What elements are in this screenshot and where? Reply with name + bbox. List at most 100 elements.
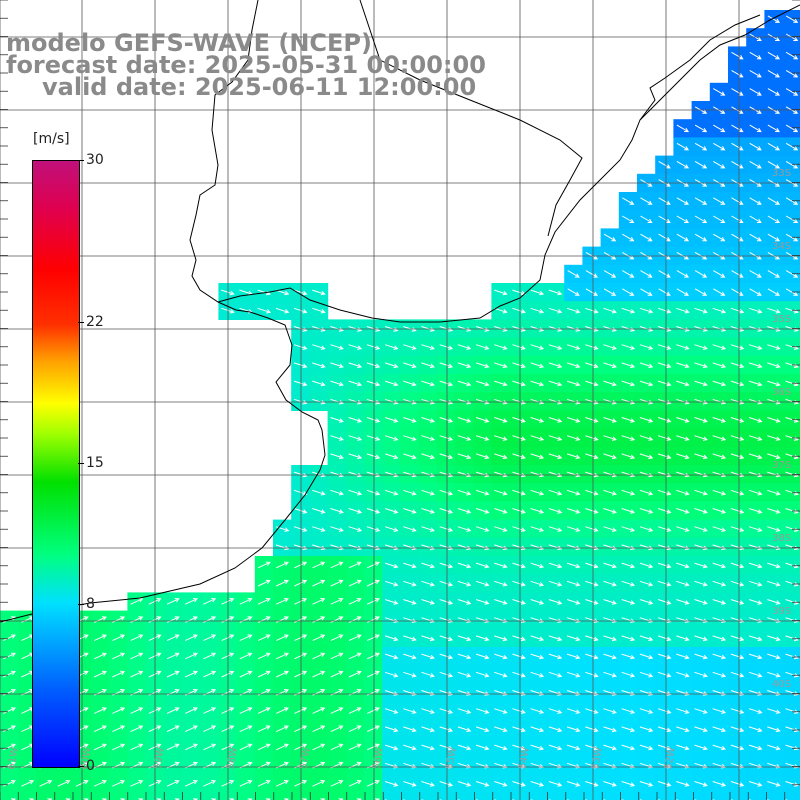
wind-arrow (676, 233, 689, 242)
wind-arrow (639, 435, 654, 441)
wind-arrow (112, 634, 126, 642)
wind-arrow (639, 526, 654, 532)
wind-arrow (639, 635, 654, 642)
wind-arrow (730, 471, 745, 478)
wind-arrow (203, 707, 217, 714)
wind-arrow (767, 653, 781, 660)
wind-arrow (293, 344, 308, 350)
wind-arrow (221, 670, 235, 678)
wind-arrow (130, 634, 144, 642)
wind-arrow (731, 270, 744, 278)
wind-arrow (603, 653, 617, 660)
wind-arrow (712, 744, 727, 751)
wind-arrow (384, 599, 399, 605)
field-cell (655, 792, 674, 800)
wind-arrow (621, 599, 636, 605)
wind-arrow (293, 289, 308, 296)
wind-arrow (530, 471, 545, 478)
wind-arrow (785, 88, 799, 96)
wind-arrow (275, 579, 289, 587)
wind-arrow (166, 725, 180, 733)
wind-arrow (658, 270, 671, 278)
wind-arrow (312, 579, 326, 587)
wind-arrow (567, 270, 580, 278)
latitude-label: 34S (772, 241, 791, 252)
wind-arrow (730, 508, 745, 514)
wind-arrow (767, 508, 781, 514)
wind-arrow (676, 453, 690, 460)
wind-arrow (622, 197, 635, 205)
wind-arrow (731, 160, 744, 169)
wind-arrow (603, 508, 617, 514)
wind-arrow (184, 598, 198, 605)
wind-arrow (348, 652, 362, 660)
wind-arrow (366, 579, 380, 587)
wind-arrow (748, 326, 763, 332)
field-cell (200, 792, 219, 800)
wind-arrow (439, 708, 454, 714)
wind-arrow (712, 398, 727, 405)
colorbar-tick-mark (78, 766, 84, 767)
wind-arrow (676, 307, 690, 314)
wind-arrow (203, 598, 217, 605)
wind-arrow (767, 215, 780, 223)
wind-arrow (639, 744, 654, 751)
wind-arrow (294, 707, 308, 714)
wind-arrow (421, 653, 435, 660)
wind-arrow (585, 781, 599, 787)
field-cell (436, 792, 456, 800)
wind-arrow (530, 744, 545, 751)
wind-arrow (713, 197, 726, 205)
wind-arrow (694, 288, 708, 296)
title-forecast-date: forecast date: 2025-05-31 00:00:00 (6, 51, 486, 79)
wind-arrow (566, 471, 581, 478)
wind-arrow (512, 781, 526, 787)
wind-arrow (330, 743, 344, 751)
wind-arrow (457, 489, 472, 496)
wind-arrow (639, 362, 654, 369)
wind-arrow (530, 362, 545, 369)
wind-arrow (548, 289, 563, 296)
wind-arrow (348, 471, 363, 478)
wind-arrow (585, 653, 599, 660)
wind-arrow (293, 508, 308, 514)
wind-arrow (676, 215, 689, 223)
wind-arrow (548, 781, 563, 787)
wind-arrow (603, 344, 617, 350)
wind-arrow (603, 471, 617, 478)
wind-arrow (403, 508, 417, 514)
wind-arrow (676, 653, 690, 660)
wind-arrow (585, 307, 599, 314)
wind-arrow (694, 197, 708, 205)
wind-arrow (530, 671, 545, 678)
wind-arrow (512, 526, 526, 532)
wind-arrow (221, 634, 235, 642)
wind-arrow (439, 380, 454, 387)
wind-arrow (439, 489, 454, 496)
wind-arrow (639, 326, 654, 332)
wind-arrow (494, 471, 508, 478)
wind-arrow (93, 707, 107, 714)
wind-arrow (457, 417, 472, 423)
wind-arrow (621, 580, 636, 587)
wind-arrow (639, 489, 654, 496)
wind-arrow (475, 653, 490, 660)
wind-arrow (749, 215, 762, 223)
wind-arrow (639, 781, 654, 787)
wind-arrow (767, 671, 781, 678)
field-cell (382, 792, 401, 800)
wind-arrow (548, 599, 563, 605)
wind-arrow (639, 380, 654, 387)
wind-arrow (566, 580, 581, 587)
wind-arrow (184, 616, 198, 623)
wind-arrow (676, 380, 690, 387)
wind-arrow (184, 743, 198, 751)
wind-arrow (293, 471, 308, 478)
wind-arrow (730, 435, 745, 441)
wind-arrow (767, 398, 781, 405)
wind-arrow (439, 781, 454, 787)
wind-arrow (439, 453, 454, 460)
wind-arrow (585, 398, 599, 405)
wind-arrow (384, 708, 399, 714)
